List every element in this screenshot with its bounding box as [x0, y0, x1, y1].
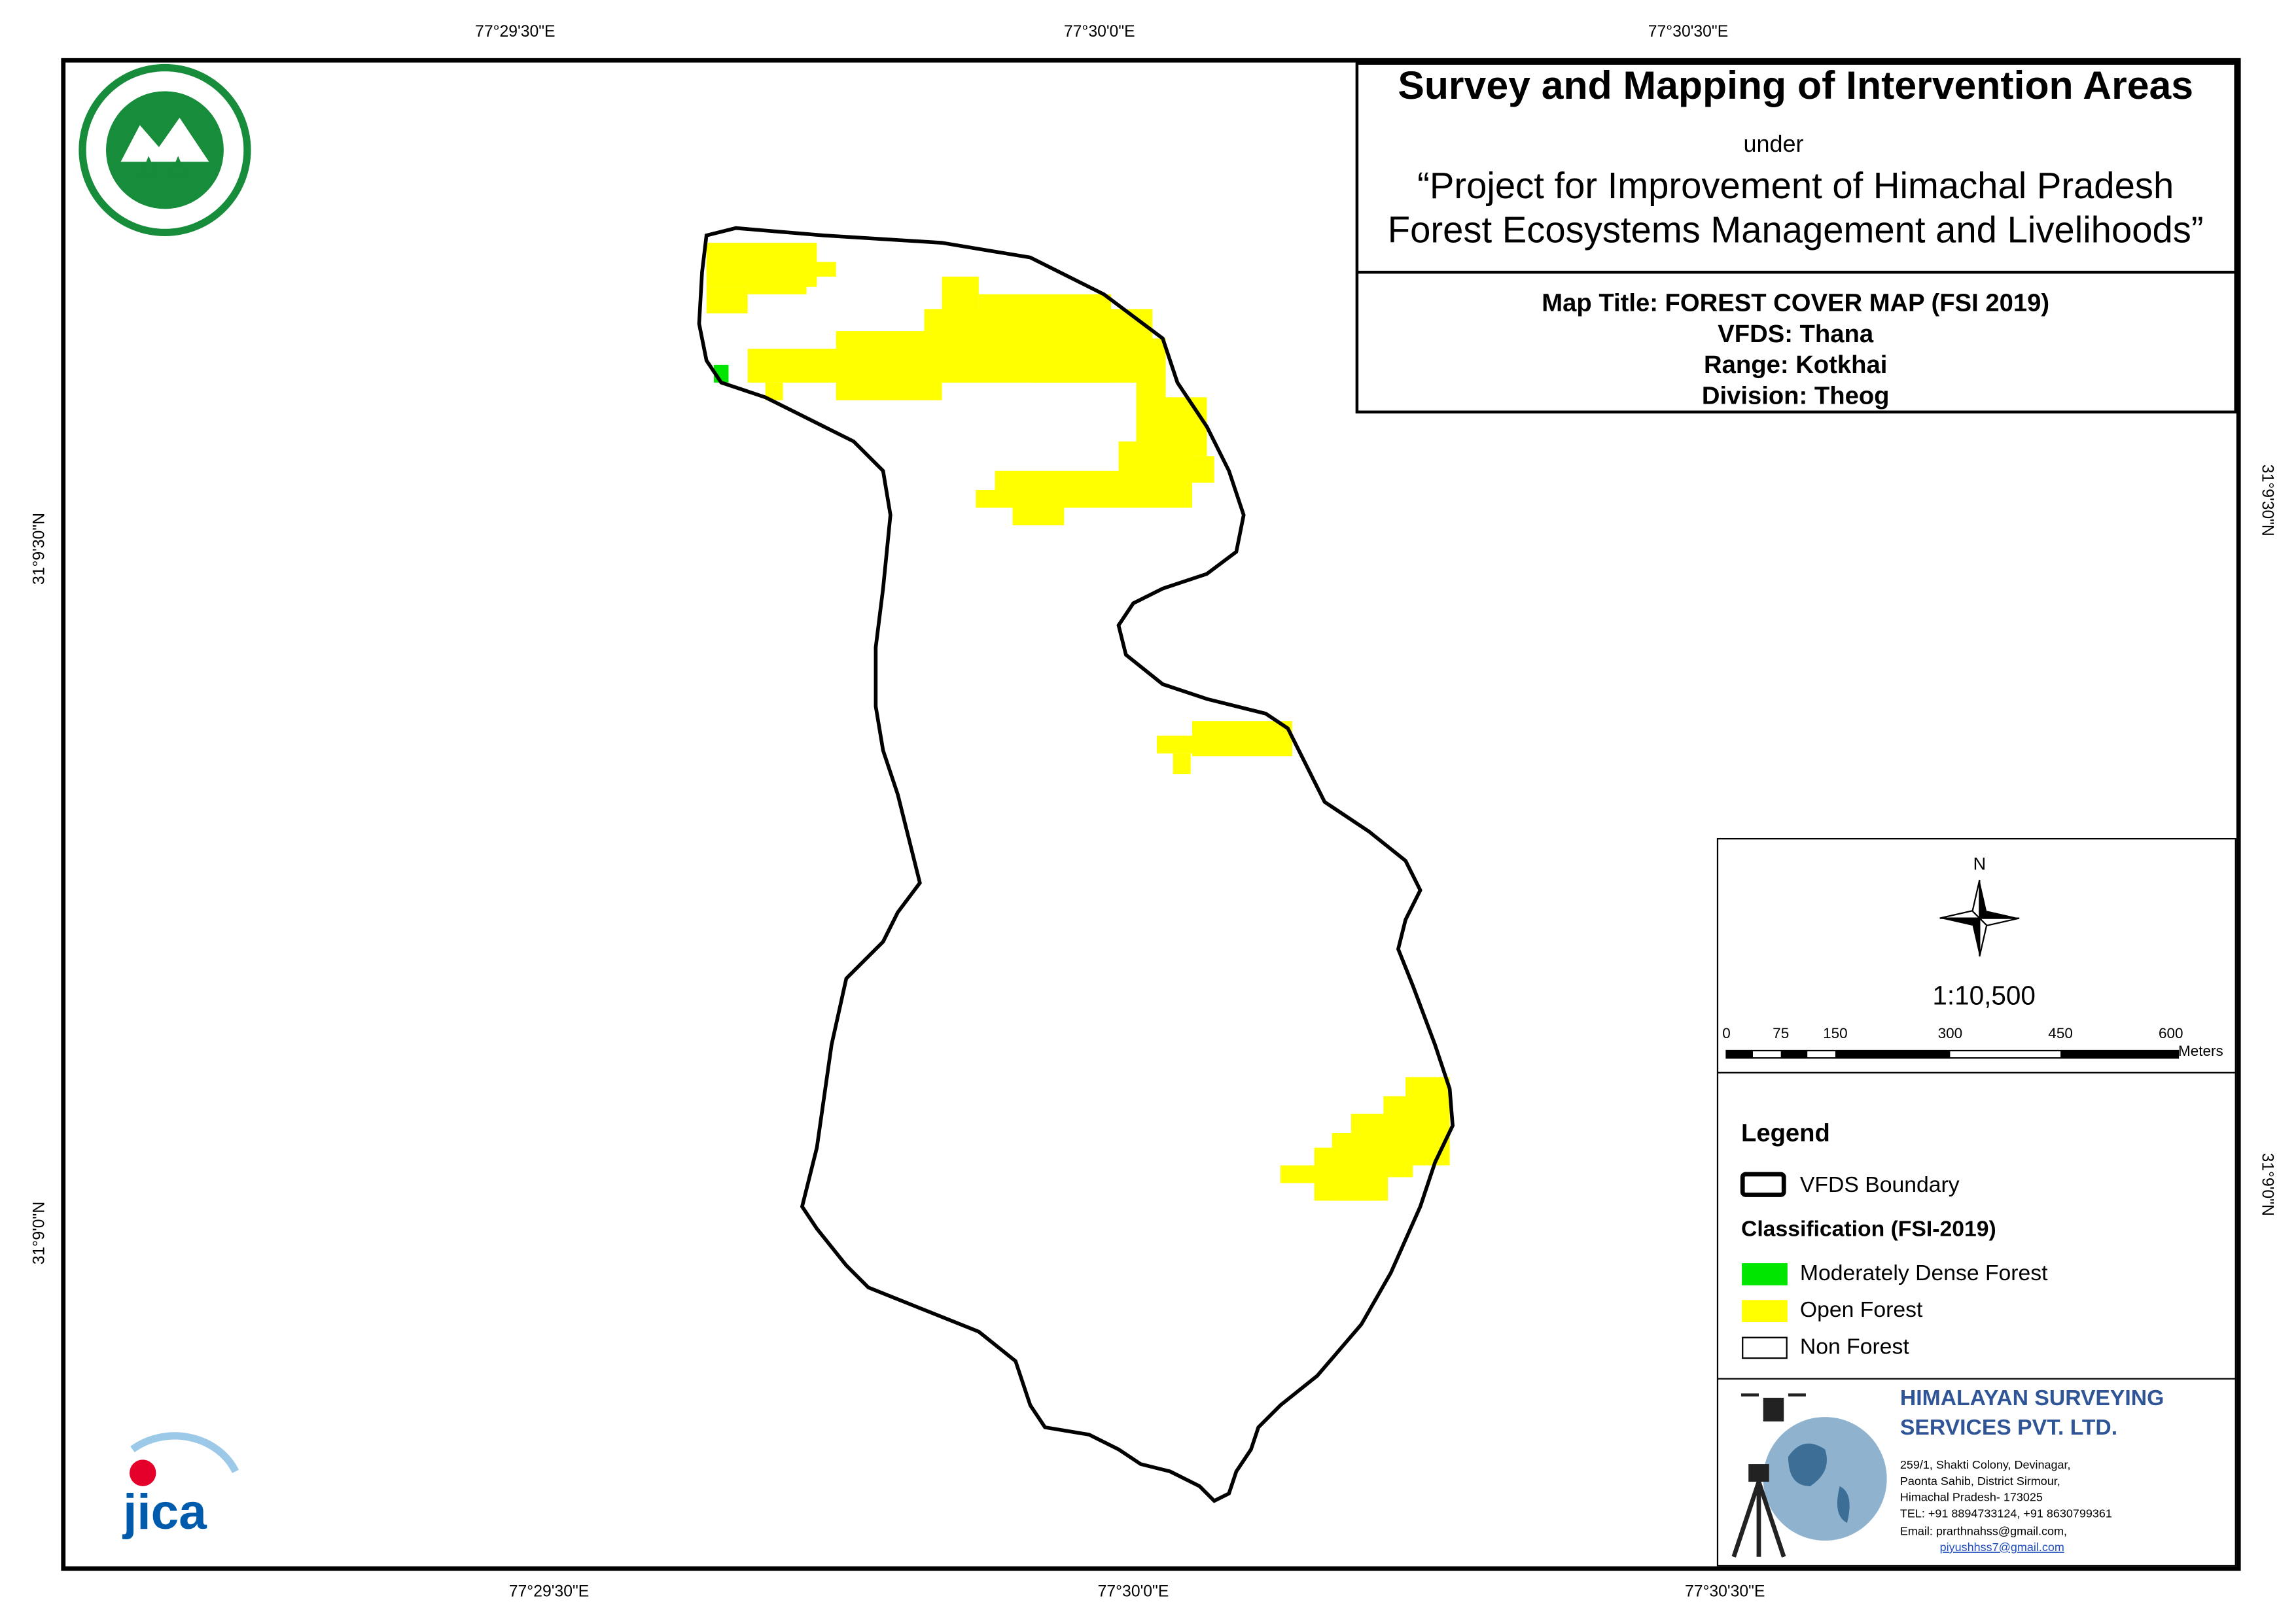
company-info: HIMALAYAN SURVEYING SERVICES PVT. LTD. 259… [1900, 1386, 2164, 1554]
legend-swatch [1742, 1300, 1788, 1323]
north-label: N [1973, 854, 1987, 874]
lon-label: 77°30'30"E [1648, 23, 1728, 41]
project: Forest Ecosystems Management and Livelih… [1388, 209, 2204, 250]
map-frame [61, 58, 2241, 1571]
scale-tick-label: 300 [1938, 1025, 1963, 1041]
jica-text: JICA [122, 1484, 207, 1540]
legend-title: Legend [1741, 1119, 1830, 1147]
vfds-boundary [697, 226, 1455, 1503]
company-address: 259/1, Shakti Colony, Devinagar, [1900, 1458, 2071, 1471]
map-info-line: VFDS: Thana [1718, 320, 1874, 348]
project: “Project for Improvement of Himachal Pra… [1417, 165, 2174, 206]
company-email: Email: prarthnahss@gmail.com, [1900, 1524, 2067, 1537]
company-address: Paonta Sahib, District Sirmour, [1900, 1475, 2060, 1488]
lon-label: 77°30'0"E [1064, 23, 1135, 41]
north-arrow [1939, 879, 2020, 957]
company-email: piyushhss7@gmail.com [1940, 1541, 2064, 1554]
open-forest [836, 331, 942, 400]
scale-tick-label: 75 [1773, 1025, 1789, 1041]
grid-labels: 77°29'30"E 77°30'0"E 77°30'30"E 77°29'30"E 7… [30, 23, 2276, 1600]
open-forest [1162, 397, 1207, 457]
legend-label: Open Forest [1800, 1297, 1923, 1322]
legend-swatch [1742, 1336, 1788, 1359]
map-info-line: Map Title: FOREST COVER MAP (FSI 2019) [1542, 289, 2049, 317]
open-forest [976, 490, 1035, 508]
legend-subtitle: Classification (FSI-2019) [1741, 1216, 1996, 1241]
legend-label: Non Forest [1800, 1334, 1909, 1359]
map-info-line: Range: Kotkhai [1704, 351, 1887, 379]
subtitle: under [1743, 130, 1803, 157]
scale-bar: 0 75 150 300 450 600 Meters [1722, 1025, 2223, 1059]
lat-label: 31°9'0"N [30, 1202, 48, 1265]
lon-label: 77°30'0"E [1098, 1582, 1169, 1600]
open-forest [706, 287, 748, 314]
legend: Legend VFDS Boundary Classification (FSI-2… [1740, 1119, 2048, 1359]
open-forest [1173, 753, 1191, 775]
map-info-line: Division: Theog [1702, 381, 1890, 410]
open-forest [747, 349, 851, 383]
open-forest [1012, 508, 1065, 526]
forest-logo [79, 63, 251, 237]
forest-cover [706, 243, 1450, 1201]
legend-label: VFDS Boundary [1800, 1172, 1960, 1197]
legend-swatch [1742, 1263, 1788, 1285]
company-address: TEL: +91 8894733124, +91 8630799361 [1900, 1507, 2112, 1520]
lon-label: 77°29'30"E [509, 1582, 589, 1600]
scale-tick-label: 150 [1823, 1025, 1848, 1041]
jica-logo: JICA [122, 1432, 239, 1540]
title: Survey and Mapping of Intervention Areas [1398, 63, 2193, 107]
company-name: HIMALAYAN SURVEYING [1900, 1386, 2164, 1410]
open-forest [1136, 338, 1166, 457]
open-forest [706, 262, 836, 277]
open-forest [1030, 353, 1112, 383]
scale-unit: Meters [2178, 1043, 2223, 1059]
open-forest [942, 276, 979, 314]
open-forest [1192, 456, 1214, 483]
open-forest [978, 294, 1112, 317]
lat-label: 31°9'30"N [30, 513, 48, 585]
scale-text: 1:10,500 [1932, 981, 2036, 1011]
lat-label: 31°9'30"N [2258, 464, 2276, 536]
company-logo [1731, 1393, 1887, 1558]
lon-label: 77°29'30"E [475, 23, 555, 41]
legend-label: Moderately Dense Forest [1800, 1261, 2048, 1285]
open-forest [1156, 735, 1201, 754]
scale-tick-label: 450 [2048, 1025, 2073, 1041]
map-info: Map Title: FOREST COVER MAP (FSI 2019) VF… [1542, 289, 2049, 410]
open-forest [1314, 1147, 1388, 1201]
lon-label: 77°30'30"E [1685, 1582, 1765, 1600]
open-forest [1192, 721, 1292, 757]
legend-swatch [1740, 1172, 1786, 1197]
scale-tick-label: 600 [2159, 1025, 2183, 1041]
scale-tick-label: 0 [1722, 1025, 1731, 1041]
title-block [1355, 61, 2237, 414]
company-address: Himachal Pradesh- 173025 [1900, 1491, 2043, 1504]
lat-label: 31°9'0"N [2258, 1153, 2276, 1216]
company-name: SERVICES PVT. LTD. [1900, 1415, 2117, 1440]
open-forest [1280, 1165, 1325, 1183]
open-forest [747, 276, 807, 294]
